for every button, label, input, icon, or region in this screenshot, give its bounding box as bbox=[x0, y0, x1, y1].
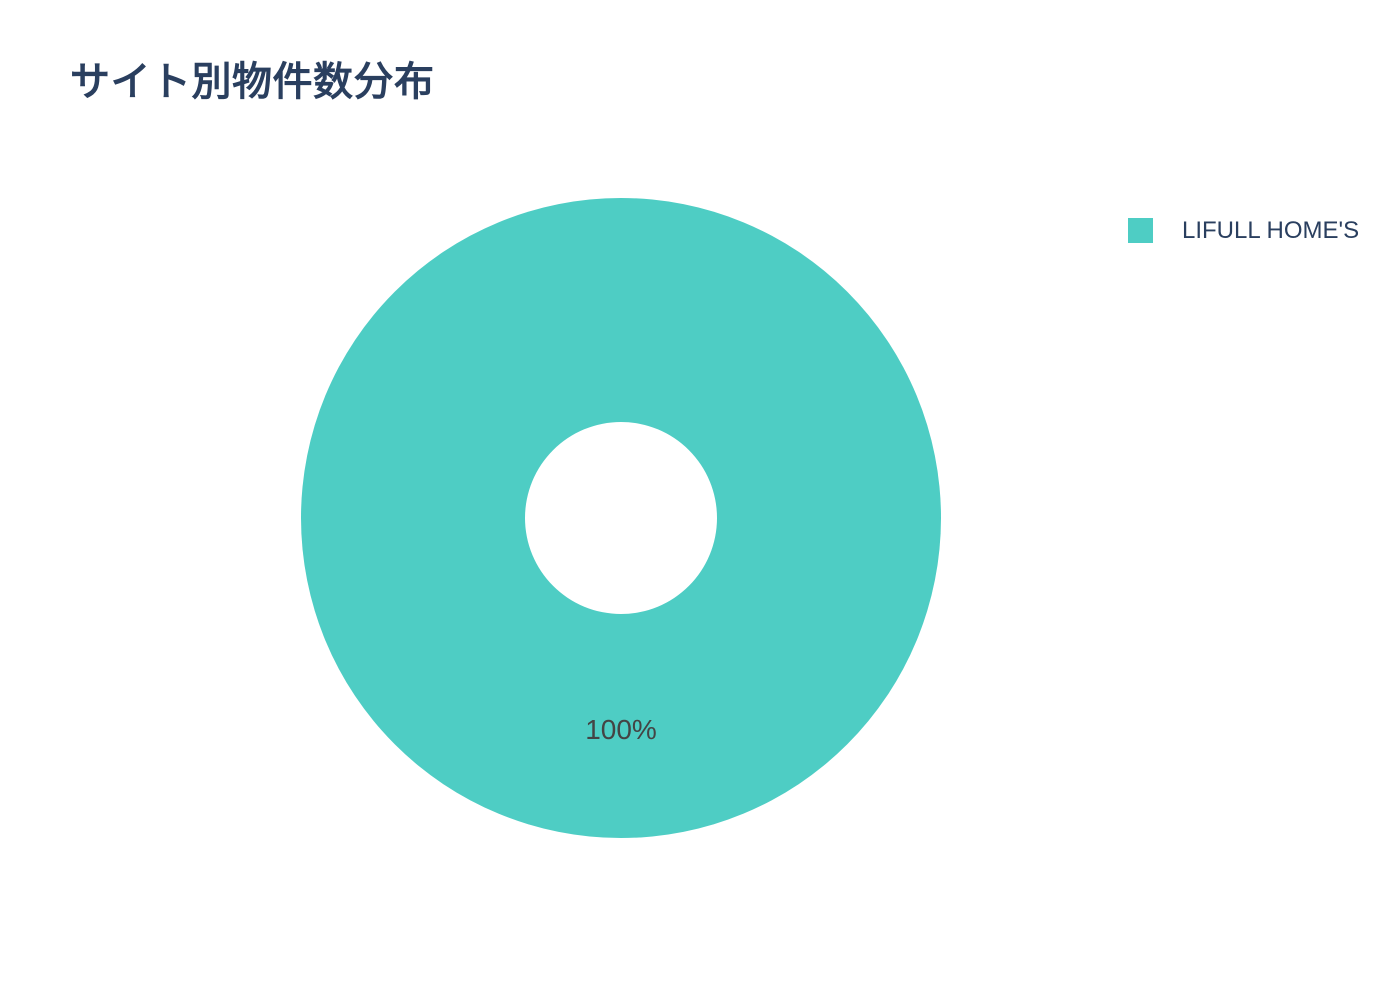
legend-item-lifull-homes[interactable]: LIFULL HOME'S bbox=[1128, 218, 1359, 243]
pie-slice-lifull-homes[interactable]: 100% bbox=[301, 198, 941, 838]
legend-swatch-icon bbox=[1128, 218, 1153, 243]
slice-percentage-label: 100% bbox=[585, 714, 657, 745]
legend: LIFULL HOME'S bbox=[1128, 218, 1359, 243]
donut-hole bbox=[525, 422, 717, 614]
legend-item-label: LIFULL HOME'S bbox=[1182, 217, 1360, 244]
chart-title: サイト別物件数分布 bbox=[70, 60, 435, 104]
